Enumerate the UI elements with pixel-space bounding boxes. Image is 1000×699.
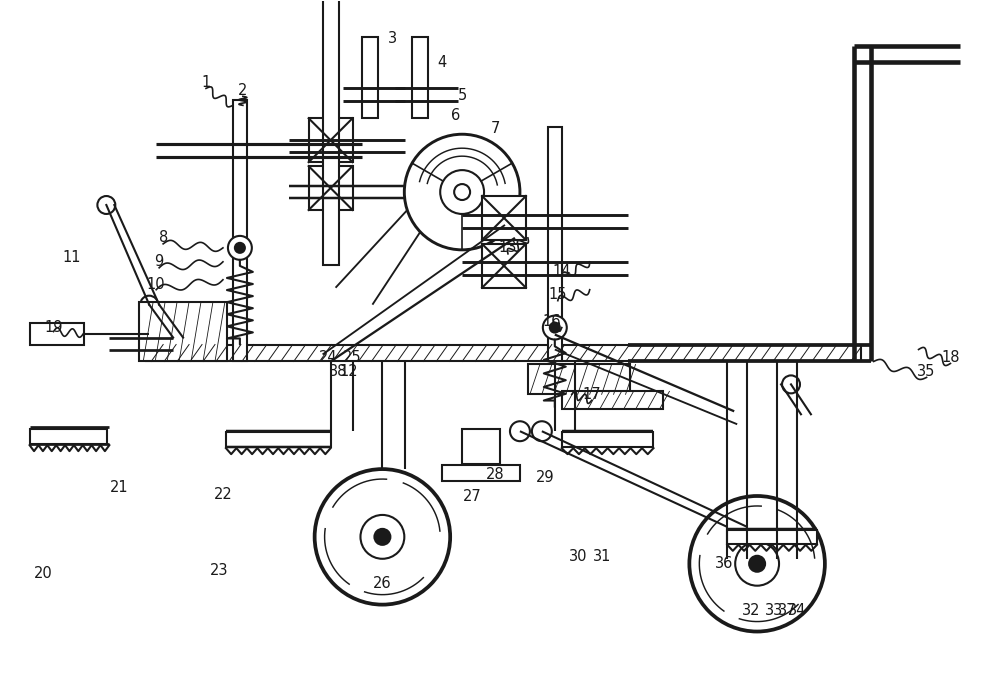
Circle shape xyxy=(550,323,560,333)
Bar xyxy=(562,391,663,410)
Circle shape xyxy=(454,184,470,200)
Text: 25: 25 xyxy=(343,350,362,365)
Text: 24: 24 xyxy=(319,350,338,365)
Text: 27: 27 xyxy=(463,489,481,505)
Circle shape xyxy=(782,375,800,394)
Text: 2: 2 xyxy=(238,83,248,98)
Bar xyxy=(309,166,353,210)
Bar xyxy=(412,36,428,118)
Text: 26: 26 xyxy=(373,576,392,591)
Text: 10: 10 xyxy=(147,278,165,292)
Bar xyxy=(482,244,526,288)
Bar xyxy=(528,364,630,394)
Text: 31: 31 xyxy=(592,549,611,564)
Bar xyxy=(362,36,378,118)
Text: 9: 9 xyxy=(155,254,164,269)
Bar xyxy=(562,432,653,447)
Circle shape xyxy=(735,542,779,586)
Circle shape xyxy=(360,515,404,559)
Bar xyxy=(146,345,861,361)
Circle shape xyxy=(532,421,552,441)
Text: 8: 8 xyxy=(159,231,168,245)
Text: 17: 17 xyxy=(582,387,601,402)
Text: 6: 6 xyxy=(451,108,460,123)
Circle shape xyxy=(749,556,765,572)
Circle shape xyxy=(374,529,390,545)
Circle shape xyxy=(315,469,450,605)
Text: 29: 29 xyxy=(536,470,554,484)
Bar xyxy=(309,118,353,162)
Text: 22: 22 xyxy=(214,487,232,501)
Bar xyxy=(226,432,331,447)
Text: 32: 32 xyxy=(742,603,760,618)
Circle shape xyxy=(510,421,530,441)
Bar xyxy=(233,101,247,361)
Bar xyxy=(30,323,84,345)
Text: 3: 3 xyxy=(388,31,397,46)
Bar xyxy=(323,0,339,265)
Text: 33: 33 xyxy=(765,603,783,618)
Text: 12: 12 xyxy=(339,364,358,379)
Circle shape xyxy=(689,496,825,631)
Bar xyxy=(548,127,562,361)
Circle shape xyxy=(235,243,245,253)
Text: 7: 7 xyxy=(490,121,500,136)
Circle shape xyxy=(206,333,226,354)
Bar xyxy=(727,530,817,544)
Text: 21: 21 xyxy=(110,480,129,494)
Text: 11: 11 xyxy=(62,250,81,266)
Circle shape xyxy=(140,296,158,314)
Text: 5: 5 xyxy=(458,88,467,103)
Bar xyxy=(30,429,107,444)
Text: 34: 34 xyxy=(788,603,806,618)
Text: 35: 35 xyxy=(917,364,936,379)
Text: 28: 28 xyxy=(486,466,504,482)
Text: 4: 4 xyxy=(438,55,447,70)
Text: 36: 36 xyxy=(715,556,733,571)
Text: 37: 37 xyxy=(778,603,796,618)
Text: 20: 20 xyxy=(34,566,53,582)
Text: 13: 13 xyxy=(499,240,517,255)
Circle shape xyxy=(440,170,484,214)
Text: 18: 18 xyxy=(941,350,960,365)
Circle shape xyxy=(404,134,520,250)
Text: 19: 19 xyxy=(44,320,63,335)
Text: 30: 30 xyxy=(568,549,587,564)
Text: 16: 16 xyxy=(543,314,561,329)
Text: 23: 23 xyxy=(210,563,228,578)
Text: 1: 1 xyxy=(201,75,211,90)
Bar xyxy=(482,196,526,240)
Text: 14: 14 xyxy=(553,264,571,280)
Circle shape xyxy=(97,196,115,214)
Circle shape xyxy=(228,236,252,260)
Bar xyxy=(462,429,500,464)
Bar xyxy=(139,302,227,361)
Text: 15: 15 xyxy=(549,287,567,302)
Circle shape xyxy=(146,333,166,354)
Bar xyxy=(442,465,520,481)
Circle shape xyxy=(543,316,567,340)
Text: 38: 38 xyxy=(329,364,348,379)
